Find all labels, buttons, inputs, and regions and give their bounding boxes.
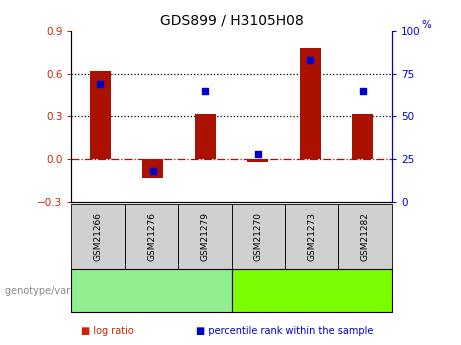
Text: %: % xyxy=(422,20,431,30)
Bar xyxy=(248,159,268,162)
Text: genotype/variation ▶: genotype/variation ▶ xyxy=(5,286,108,296)
Point xyxy=(359,88,366,93)
Point xyxy=(307,57,314,63)
Bar xyxy=(353,114,373,159)
Bar xyxy=(300,48,321,159)
Bar xyxy=(142,159,163,178)
Text: GSM21279: GSM21279 xyxy=(201,212,209,261)
Title: GDS899 / H3105H08: GDS899 / H3105H08 xyxy=(160,13,303,27)
Point xyxy=(254,151,261,157)
Text: ■ log ratio: ■ log ratio xyxy=(81,326,133,336)
Point xyxy=(202,88,209,93)
Bar xyxy=(90,71,111,159)
Text: GSM21266: GSM21266 xyxy=(94,212,103,261)
Text: wild type: wild type xyxy=(124,284,178,297)
Text: AQP1-/-: AQP1-/- xyxy=(290,284,334,297)
Text: GSM21270: GSM21270 xyxy=(254,212,263,261)
Text: GSM21282: GSM21282 xyxy=(361,212,370,261)
Point xyxy=(149,168,157,174)
Text: GSM21273: GSM21273 xyxy=(307,212,316,261)
Text: GSM21276: GSM21276 xyxy=(147,212,156,261)
Bar xyxy=(195,114,216,159)
Point xyxy=(97,81,104,87)
Text: ■ percentile rank within the sample: ■ percentile rank within the sample xyxy=(196,326,373,336)
